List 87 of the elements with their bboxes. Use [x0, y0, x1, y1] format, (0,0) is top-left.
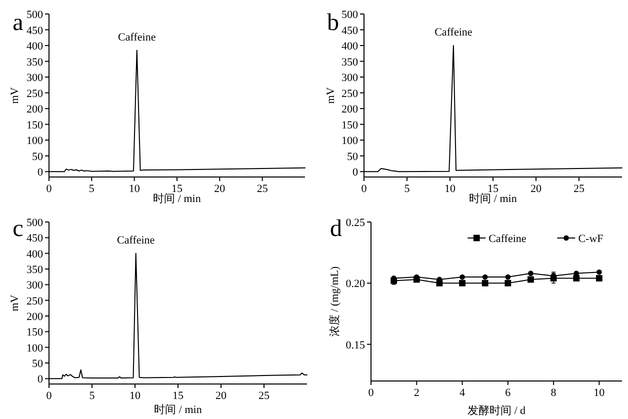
point	[482, 280, 488, 286]
y-tick-label: 200	[26, 104, 44, 116]
y-tick-label: 50	[347, 150, 358, 163]
chart-title: c	[12, 216, 24, 242]
x-axis-title: 时间 / min	[153, 192, 202, 205]
x-tick-label: 15	[172, 390, 184, 402]
y-tick-label: 400	[26, 40, 44, 53]
x-axis-title: 时间 / min	[154, 403, 202, 416]
point	[528, 270, 534, 276]
x-axis-title: 发酵时间 / d	[467, 404, 526, 417]
y-tick-label: 300	[342, 72, 358, 84]
x-tick-label: 10	[130, 390, 141, 402]
y-tick-label: 300	[26, 280, 44, 292]
y-tick-label: 0	[38, 374, 44, 386]
point	[482, 274, 488, 280]
legend-label: Caffeine	[488, 233, 526, 245]
x-tick-label: 4	[460, 387, 466, 399]
y-tick-label: 150	[342, 119, 358, 132]
y-tick-label: 0	[38, 166, 44, 179]
y-tick-label: 350	[26, 264, 44, 276]
y-tick-label: 450	[342, 24, 358, 37]
y-tick-label: 150	[26, 326, 44, 339]
legend-label: C-wF	[578, 233, 604, 245]
y-tick-label: 350	[342, 56, 358, 68]
y-tick-label: 0	[352, 166, 358, 179]
y-tick-label: 500	[26, 217, 44, 229]
x-tick-label: 25	[256, 183, 268, 195]
x-tick-label: 5	[404, 183, 410, 195]
y-tick-label: 200	[342, 104, 358, 116]
y-tick-label: 100	[342, 135, 358, 148]
x-tick-label: 20	[214, 183, 226, 195]
x-tick-label: 15	[488, 183, 499, 195]
x-tick-label: 6	[505, 387, 512, 399]
x-tick-label: 2	[414, 387, 420, 399]
y-tick-label: 450	[26, 232, 44, 245]
x-tick-label: 0	[368, 387, 374, 399]
y-tick-label: 0.20	[346, 278, 366, 290]
point	[459, 280, 466, 286]
y-axis-title: mV	[8, 294, 21, 312]
point	[504, 280, 512, 286]
x-tick-label: 20	[530, 183, 542, 195]
y-tick-label: 500	[342, 9, 358, 21]
x-tick-label: 10	[594, 387, 606, 399]
y-tick-label: 100	[26, 342, 44, 354]
x-tick-label: 10	[444, 183, 456, 195]
point	[505, 274, 511, 280]
x-tick-label: 5	[89, 390, 96, 402]
x-tick-label: 20	[216, 390, 227, 402]
y-tick-label: 0.25	[346, 217, 366, 229]
point	[528, 276, 534, 283]
y-tick-label: 350	[26, 56, 44, 68]
x-tick-label: 25	[258, 390, 270, 402]
y-axis-title: 浓度 / (mg/mL)	[328, 266, 341, 337]
annotation: Caffeine	[117, 234, 155, 246]
y-tick-label: 50	[32, 150, 44, 163]
y-tick-label: 50	[32, 358, 44, 370]
point	[460, 274, 465, 280]
x-tick-label: 10	[128, 183, 140, 195]
point	[573, 275, 580, 282]
y-tick-label: 500	[26, 9, 44, 21]
annotation: Caffeine	[434, 26, 472, 39]
y-tick-label: 400	[342, 40, 358, 53]
y-tick-label: 250	[26, 88, 44, 100]
point	[596, 269, 602, 275]
chart-title: a	[12, 10, 24, 36]
y-tick-label: 300	[26, 72, 44, 84]
y-tick-label: 150	[26, 119, 44, 132]
y-axis-title: mV	[324, 87, 337, 104]
x-axis-title: 时间 / min	[469, 192, 518, 205]
x-tick-label: 15	[172, 183, 183, 195]
chart-title: b	[327, 10, 339, 36]
annotation: Caffeine	[118, 31, 156, 44]
x-tick-label: 0	[46, 183, 52, 195]
chart-title: d	[330, 216, 342, 242]
y-tick-label: 250	[26, 295, 44, 308]
y-tick-label: 200	[26, 311, 44, 324]
x-tick-label: 25	[574, 183, 585, 195]
y-tick-label: 250	[342, 88, 358, 100]
y-tick-label: 450	[26, 24, 44, 37]
x-tick-label: 8	[550, 387, 557, 399]
y-tick-label: 400	[26, 248, 44, 260]
y-tick-label: 100	[26, 135, 44, 148]
y-tick-label: 0.15	[346, 339, 366, 352]
point	[596, 275, 602, 282]
x-tick-label: 0	[46, 390, 52, 402]
y-axis-title: mV	[8, 87, 21, 104]
x-tick-label: 5	[88, 183, 95, 195]
